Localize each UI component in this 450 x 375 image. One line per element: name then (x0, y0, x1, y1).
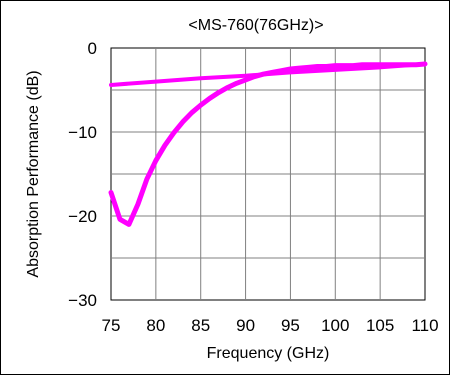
x-tick-label: 110 (411, 316, 438, 335)
y-tick-label: 0 (88, 39, 97, 58)
chart-title: <MS-760(76GHz)> (188, 17, 323, 34)
x-axis-label: Frequency (GHz) (207, 345, 330, 362)
y-tick-label: −10 (68, 123, 97, 142)
x-tick-label: 95 (281, 316, 300, 335)
grid-lines (111, 48, 425, 300)
x-tick-labels: 75 80 85 90 95 100 105 110 (102, 316, 439, 335)
x-tick-label: 100 (321, 316, 349, 335)
x-tick-label: 80 (146, 316, 165, 335)
y-tick-label: −30 (68, 291, 97, 310)
x-tick-label: 75 (102, 316, 121, 335)
y-tick-label: −20 (68, 207, 97, 226)
series-lines (108, 61, 428, 227)
x-tick-label: 85 (191, 316, 210, 335)
y-axis-label: Absorption Performance (dB) (25, 70, 42, 277)
series-line-secondary (109, 61, 427, 87)
x-tick-label: 90 (236, 316, 255, 335)
x-tick-label: 105 (366, 316, 394, 335)
y-tick-labels: 0 −10 −20 −30 (68, 39, 97, 310)
